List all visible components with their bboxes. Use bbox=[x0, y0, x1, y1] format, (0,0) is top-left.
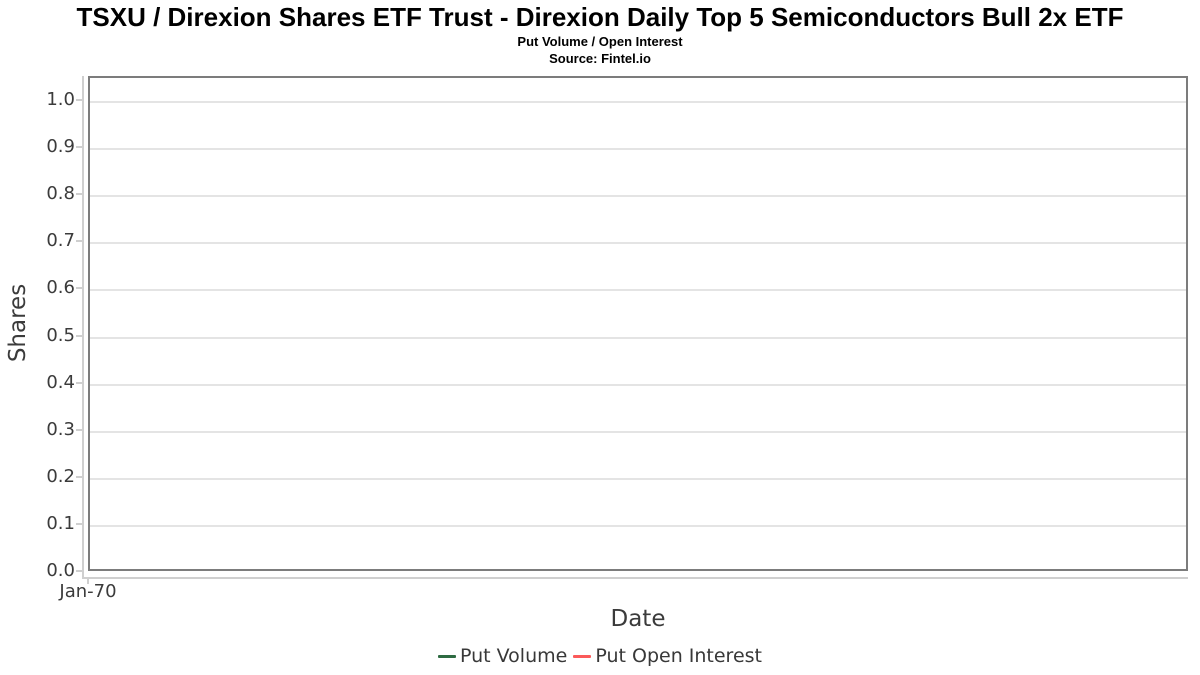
y-tick-label: 1.0 bbox=[46, 89, 75, 110]
gridline bbox=[90, 195, 1186, 198]
plot-area bbox=[88, 76, 1188, 571]
y-tick-label: 0.8 bbox=[46, 183, 75, 205]
y-axis-line bbox=[82, 76, 84, 577]
x-axis-title: Date bbox=[610, 606, 666, 632]
chart-source-label: Source: Fintel.io bbox=[549, 51, 651, 66]
gridline bbox=[90, 101, 1186, 103]
legend-item-put-open-interest: Put Open Interest bbox=[573, 645, 762, 667]
legend-item-put-volume: Put Volume bbox=[438, 645, 567, 667]
x-tick-mark bbox=[87, 579, 89, 584]
legend: Put Volume Put Open Interest bbox=[0, 645, 1200, 667]
gridline bbox=[90, 289, 1186, 292]
gridline bbox=[90, 148, 1186, 151]
y-tick-label: 0.0 bbox=[46, 560, 75, 581]
x-axis-tick-label: Jan-70 bbox=[59, 581, 117, 602]
y-axis-title: Shares bbox=[5, 283, 31, 363]
y-tick-label: 0.7 bbox=[46, 230, 75, 252]
put-volume-line-swatch bbox=[438, 654, 456, 658]
y-tick-label: 0.9 bbox=[46, 136, 75, 158]
y-tick-label: 0.2 bbox=[46, 465, 75, 487]
chart-title: TSXU / Direxion Shares ETF Trust - Direx… bbox=[76, 2, 1124, 32]
legend-label-put-volume: Put Volume bbox=[460, 645, 568, 667]
y-tick-label: 0.1 bbox=[46, 512, 75, 534]
gridline bbox=[90, 242, 1186, 245]
gridline bbox=[90, 336, 1186, 339]
y-tick-label: 0.3 bbox=[46, 418, 75, 440]
gridline bbox=[90, 524, 1186, 527]
legend-label-put-open-interest: Put Open Interest bbox=[595, 645, 762, 667]
put-open-interest-line-swatch bbox=[573, 654, 592, 658]
x-axis-line bbox=[82, 577, 1188, 579]
chart-subtitle: Put Volume / Open Interest bbox=[517, 34, 683, 49]
gridline bbox=[90, 430, 1186, 433]
y-tick-label: 0.4 bbox=[46, 371, 75, 393]
gridline bbox=[90, 383, 1186, 386]
gridline bbox=[90, 477, 1186, 480]
